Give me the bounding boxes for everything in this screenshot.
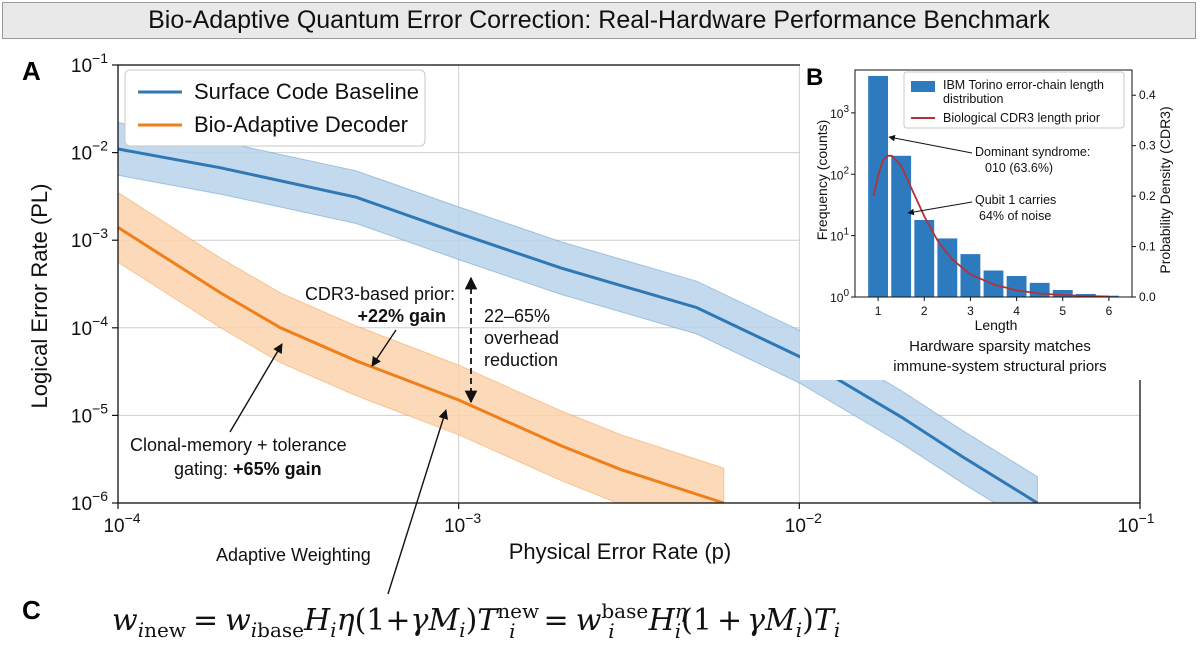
- y-tick-label: 10−2: [71, 138, 108, 165]
- bar: [914, 219, 935, 297]
- x-tick-label: 10−4: [103, 510, 140, 537]
- panel-a-chart: 10−4 10−3 10−2 10−1 10−6 10−5 10−4 10−3 10−2 10−1: [71, 50, 1155, 537]
- panel-b-annotations: Dominant syndrome: 010 (63.6%) Qubit 1 c…: [888, 134, 1090, 223]
- x-tick-label: 10−3: [444, 510, 481, 537]
- annotation-adaptive-weighting: Adaptive Weighting: [216, 545, 371, 565]
- b-x-tick-label: 2: [921, 304, 928, 318]
- bar: [1052, 290, 1073, 297]
- x-tick-label: 10−1: [1117, 510, 1154, 537]
- legend-bars-swatch: [911, 81, 935, 92]
- b-y-right-tick-label: 0.0: [1139, 290, 1156, 304]
- b-y-tick-label: 100: [830, 288, 849, 305]
- b-x-tick-label: 6: [1106, 304, 1113, 318]
- annotation-qubit-line1: Qubit 1 carries: [975, 193, 1056, 207]
- bar: [960, 254, 981, 297]
- annotation-qubit-line2: 64% of noise: [979, 209, 1051, 223]
- b-x-tick-label: 3: [967, 304, 974, 318]
- annotation-adaptive-arrow: [387, 409, 449, 595]
- panel-label-c: C: [22, 595, 41, 625]
- b-x-tick-label: 4: [1013, 304, 1020, 318]
- panel-a-legend: Surface Code Baseline Bio-Adaptive Decod…: [124, 69, 426, 147]
- panel-b-frame: [854, 69, 1133, 298]
- panel-a-x-axis-label: Physical Error Rate (p): [509, 539, 732, 564]
- y-tick-label: 10−4: [71, 313, 108, 340]
- x-tick-label: 10−2: [785, 510, 822, 537]
- annotation-clonal-line1: Clonal-memory + tolerance: [130, 435, 347, 455]
- panel-b-x-axis-label: Length: [975, 317, 1018, 333]
- y-tick-label: 10−1: [71, 50, 108, 77]
- panel-b-caption-line1: Hardware sparsity matches: [909, 338, 1091, 355]
- legend-bars-label-line2: distribution: [943, 92, 1003, 106]
- annotation-overhead-line1: 22–65%: [484, 306, 550, 326]
- b-y-tick-label: 101: [830, 227, 849, 244]
- b-y-tick-label: 103: [830, 104, 849, 121]
- bar: [937, 238, 958, 297]
- annotation-cdr3-line2: +22% gain: [357, 306, 446, 326]
- b-y-tick-label: 102: [830, 165, 849, 182]
- b-y-right-tick-label: 0.4: [1139, 88, 1156, 102]
- legend-curve-label: Biological CDR3 length prior: [943, 111, 1100, 125]
- legend-baseline-label: Surface Code Baseline: [194, 79, 419, 104]
- panel-a-series-group: [118, 122, 1039, 503]
- annotation-dominant-line1: Dominant syndrome:: [975, 145, 1090, 159]
- y-tick-label: 10−6: [71, 488, 108, 515]
- cdr3-prior-curve: [872, 154, 1109, 298]
- panel-a-annotations: CDR3-based prior: +22% gain 22–65% overh…: [130, 276, 559, 595]
- annotation-overhead-line2: overhead: [484, 328, 559, 348]
- figure-title: Bio-Adaptive Quantum Error Correction: R…: [2, 2, 1196, 39]
- baseline-confidence-band: [118, 122, 1038, 503]
- annotation-dominant-line2: 010 (63.6%): [985, 161, 1053, 175]
- bio-confidence-band: [118, 191, 725, 503]
- panel-b-legend: IBM Torino error-chain length distributi…: [903, 71, 1125, 129]
- baseline-series-line: [118, 147, 1039, 503]
- bar: [868, 75, 889, 298]
- b-x-tick-label: 1: [875, 304, 882, 318]
- bio-series-line: [118, 226, 725, 503]
- annotation-dominant-arrow: [888, 134, 973, 154]
- legend-bars-label-line1: IBM Torino error-chain length: [943, 78, 1104, 92]
- equation: winew = wibaseHiη(1+γMi)Tnew i = wbase i Hη i(1 +…: [112, 599, 840, 643]
- annotation-qubit-arrow: [907, 201, 973, 216]
- y-tick-label: 10−5: [71, 400, 108, 427]
- bar: [1029, 282, 1050, 297]
- panel-label-b: B: [806, 64, 823, 91]
- annotation-clonal-arrow: [229, 343, 283, 433]
- panel-b-chart: 1 2 3 4 5 6 100 101 102 103 0.0 0.1 0.2 0.3 0.4: [830, 69, 1156, 318]
- annotation-cdr3-line1: CDR3-based prior:: [305, 284, 455, 304]
- panel-b-y-axis-right-label: Probability Density (CDR3): [1157, 106, 1173, 273]
- panel-b-caption-line2: immune-system structural priors: [893, 358, 1106, 375]
- b-y-right-tick-label: 0.3: [1139, 139, 1156, 153]
- panel-a-y-axis-label: Logical Error Rate (PL): [27, 184, 52, 409]
- legend-bio-label: Bio-Adaptive Decoder: [194, 112, 408, 137]
- b-y-right-tick-label: 0.2: [1139, 189, 1156, 203]
- b-y-right-tick-label: 0.1: [1139, 240, 1156, 254]
- bar: [1098, 295, 1119, 297]
- b-x-tick-label: 5: [1059, 304, 1066, 318]
- annotation-clonal-line2: gating: +65% gain: [174, 459, 322, 479]
- panel-b-y-axis-label: Frequency (counts): [814, 120, 830, 241]
- annotation-overhead-line3: reduction: [484, 350, 558, 370]
- panel-label-a: A: [22, 56, 41, 86]
- bar: [891, 155, 912, 297]
- annotation-cdr3-arrow: [371, 329, 397, 367]
- y-tick-label: 10−3: [71, 225, 108, 252]
- bar: [1006, 275, 1027, 297]
